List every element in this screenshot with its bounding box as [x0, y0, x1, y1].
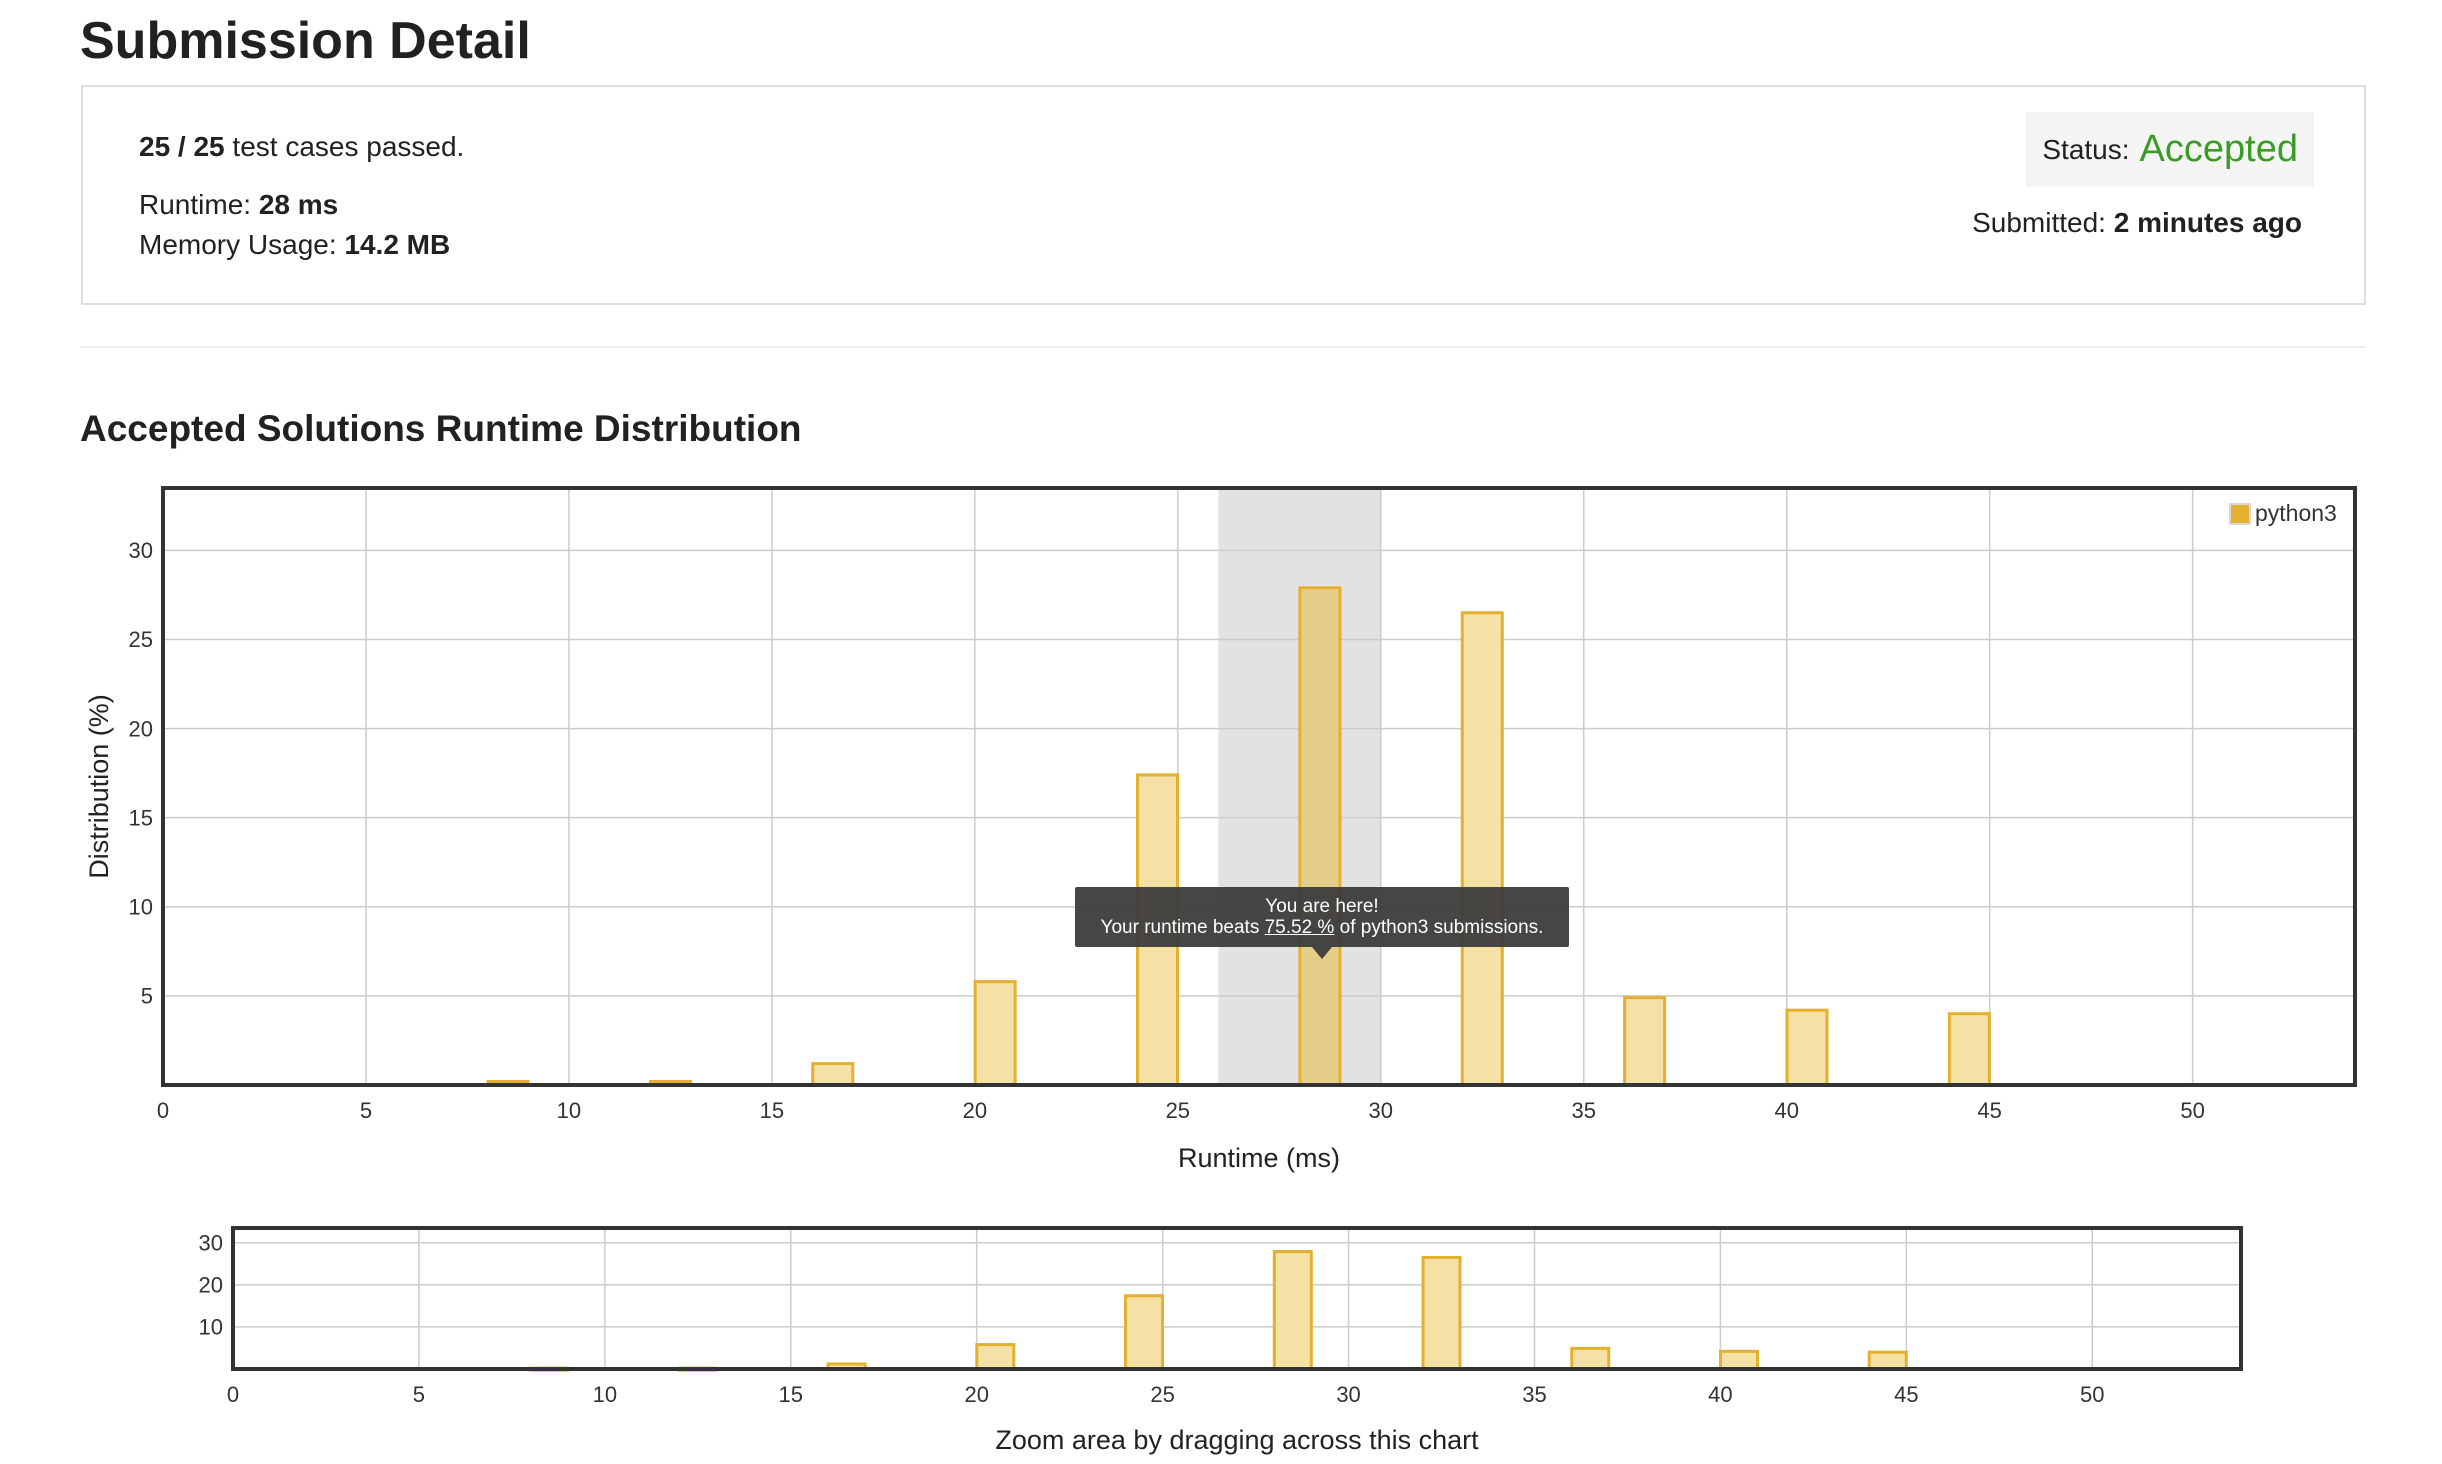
x-tick-label: 50 [2080, 1382, 2104, 1407]
status-value[interactable]: Accepted [2139, 128, 2298, 170]
runtime-tooltip: You are here! Your runtime beats 75.52 %… [1075, 887, 1569, 947]
y-tick-label: 5 [141, 984, 153, 1009]
passed-count: 25 / 25 [139, 131, 225, 162]
x-tick-label: 30 [1369, 1098, 1393, 1123]
y-tick-label: 15 [129, 805, 153, 830]
x-tick-label: 35 [1522, 1382, 1546, 1407]
zoom-navigator-chart[interactable]: 0 5 10 15 20 25 30 35 40 45 50 10 20 30 Zoom area by d… [0, 1210, 2442, 1464]
bar [975, 1343, 1016, 1371]
bar [973, 980, 1017, 1087]
x-tick-label: 45 [1977, 1098, 2001, 1123]
y-tick-label: 25 [129, 627, 153, 652]
memory-row: Memory Usage: 14.2 MB [139, 229, 450, 261]
bar [811, 1062, 855, 1087]
legend-swatch-python3 [2229, 503, 2251, 525]
tooltip-percent: 75.52 % [1264, 917, 1335, 938]
x-tick-label: 10 [593, 1382, 617, 1407]
runtime-label: Runtime: [139, 189, 252, 220]
x-axis-label: Runtime (ms) [1178, 1143, 1340, 1173]
tooltip-line1: You are here! [1265, 896, 1379, 917]
x-tick-label: 30 [1336, 1382, 1360, 1407]
bar [1623, 996, 1667, 1087]
runtime-row: Runtime: 28 ms [139, 189, 338, 221]
submission-summary-panel: 25 / 25 test cases passed. Runtime: 28 m… [81, 85, 2366, 305]
status-box: Status: Accepted [2026, 112, 2314, 187]
y-tick-label: 10 [129, 894, 153, 919]
y-tick-label: 20 [129, 716, 153, 741]
x-tick-label: 0 [157, 1098, 169, 1123]
submitted-label: Submitted: [1972, 207, 2106, 238]
x-tick-label: 10 [557, 1098, 581, 1123]
tooltip-suffix: of python3 submissions. [1339, 917, 1544, 938]
plot-frame [231, 1226, 2243, 1371]
runtime-value: 28 ms [258, 189, 339, 220]
bar [1460, 611, 1504, 1087]
tooltip-arrow [1312, 947, 1332, 959]
x-tick-label: 40 [1708, 1382, 1732, 1407]
y-tick-label: 10 [199, 1315, 223, 1340]
x-tick-label: 5 [413, 1382, 425, 1407]
bar [1785, 1008, 1829, 1087]
section-title: Accepted Solutions Runtime Distribution [80, 408, 802, 449]
x-tick-label: 20 [964, 1382, 988, 1407]
x-tick-label: 35 [1571, 1098, 1595, 1123]
status-label: Status: [2042, 133, 2130, 165]
x-tick-label: 15 [779, 1382, 803, 1407]
bar [1947, 1012, 1991, 1087]
submitted-value: 2 minutes ago [2113, 207, 2302, 238]
page-title: Submission Detail [80, 12, 531, 70]
bar [1570, 1346, 1611, 1371]
x-tick-label: 5 [360, 1098, 372, 1123]
runtime-distribution-chart[interactable]: 0 5 10 15 20 25 30 35 40 45 50 5 10 15 20 25 30 Runtime (… [0, 470, 2442, 1190]
bar [1867, 1350, 1908, 1371]
plot-frame [161, 486, 2357, 1087]
y-tick-label: 20 [199, 1273, 223, 1298]
section-divider [80, 346, 2366, 348]
plot-background [233, 1228, 2241, 1369]
bar [1298, 586, 1342, 1087]
x-tick-label: 0 [227, 1382, 239, 1407]
tooltip-prefix: Your runtime beats [1100, 917, 1260, 938]
x-tick-label: 50 [2180, 1098, 2204, 1123]
x-tick-label: 15 [760, 1098, 784, 1123]
bar [1719, 1349, 1759, 1371]
y-tick-label: 30 [129, 538, 153, 563]
bar [1124, 1294, 1165, 1371]
bar [1421, 1255, 1462, 1371]
x-tick-label: 25 [1166, 1098, 1190, 1123]
memory-label: Memory Usage: [139, 229, 337, 260]
memory-value: 14.2 MB [344, 229, 451, 260]
x-tick-label: 20 [963, 1098, 987, 1123]
legend-label-python3: python3 [2255, 500, 2337, 526]
tooltip-line2: Your runtime beats 75.52 % of python3 su… [1075, 917, 1569, 938]
y-tick-label: 30 [199, 1230, 223, 1255]
submitted-row: Submitted: 2 minutes ago [1972, 207, 2302, 239]
y-axis-label: Distribution (%) [84, 694, 114, 879]
x-tick-label: 40 [1774, 1098, 1798, 1123]
x-tick-label: 25 [1150, 1382, 1174, 1407]
bar [1272, 1250, 1313, 1371]
passed-suffix: test cases passed. [232, 131, 465, 162]
x-tick-label: 45 [1894, 1382, 1918, 1407]
test-cases-row: 25 / 25 test cases passed. [139, 131, 464, 163]
x-axis-label: Zoom area by dragging across this chart [995, 1425, 1479, 1455]
